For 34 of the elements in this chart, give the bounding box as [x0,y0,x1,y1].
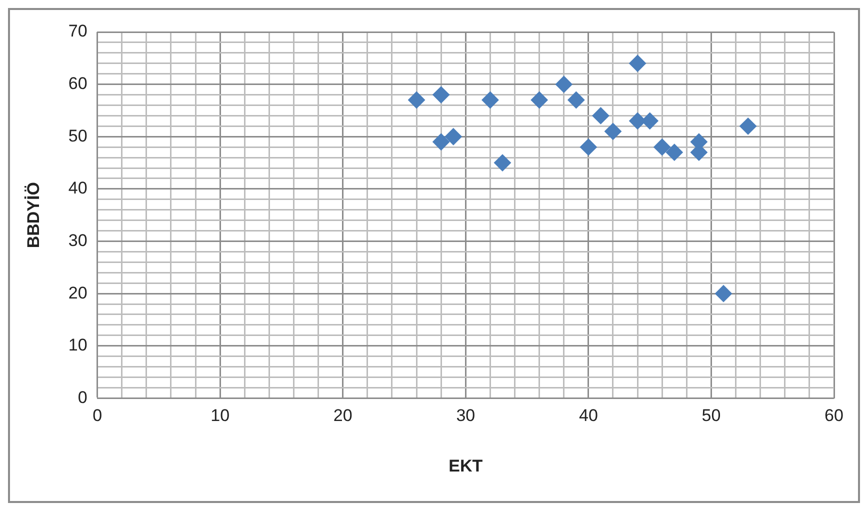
point [592,107,610,124]
point [494,154,511,172]
point [408,92,426,109]
point [580,138,597,156]
point [432,133,450,150]
y-axis-title: BBDYİÖ [24,182,43,248]
point [530,92,548,109]
point [444,128,462,146]
x-tick-label: 30 [456,406,476,426]
y-tick-label: 40 [68,178,88,198]
x-tick-label: 20 [333,406,352,426]
point [654,138,671,156]
point [714,285,732,302]
y-tick-label: 0 [78,388,88,407]
y-tick-label: 10 [68,336,88,355]
x-tick-label: 0 [92,406,102,426]
x-tick-label: 10 [210,406,230,426]
x-axis-title: EKT [448,456,484,476]
y-tick-label: 60 [68,74,88,93]
point [555,76,572,93]
y-tick-label: 20 [68,283,88,302]
point [482,92,499,109]
y-tick-label: 30 [68,230,88,250]
point [666,144,683,161]
y-tick-label: 50 [68,126,88,146]
x-tick-label: 50 [702,406,721,426]
point [629,54,646,72]
y-tick-label: 70 [68,22,88,41]
point [740,118,757,135]
point [604,122,622,140]
point [568,92,585,109]
x-tick-label: 40 [578,406,598,426]
point [432,86,450,104]
x-tick-label: 60 [824,406,844,426]
